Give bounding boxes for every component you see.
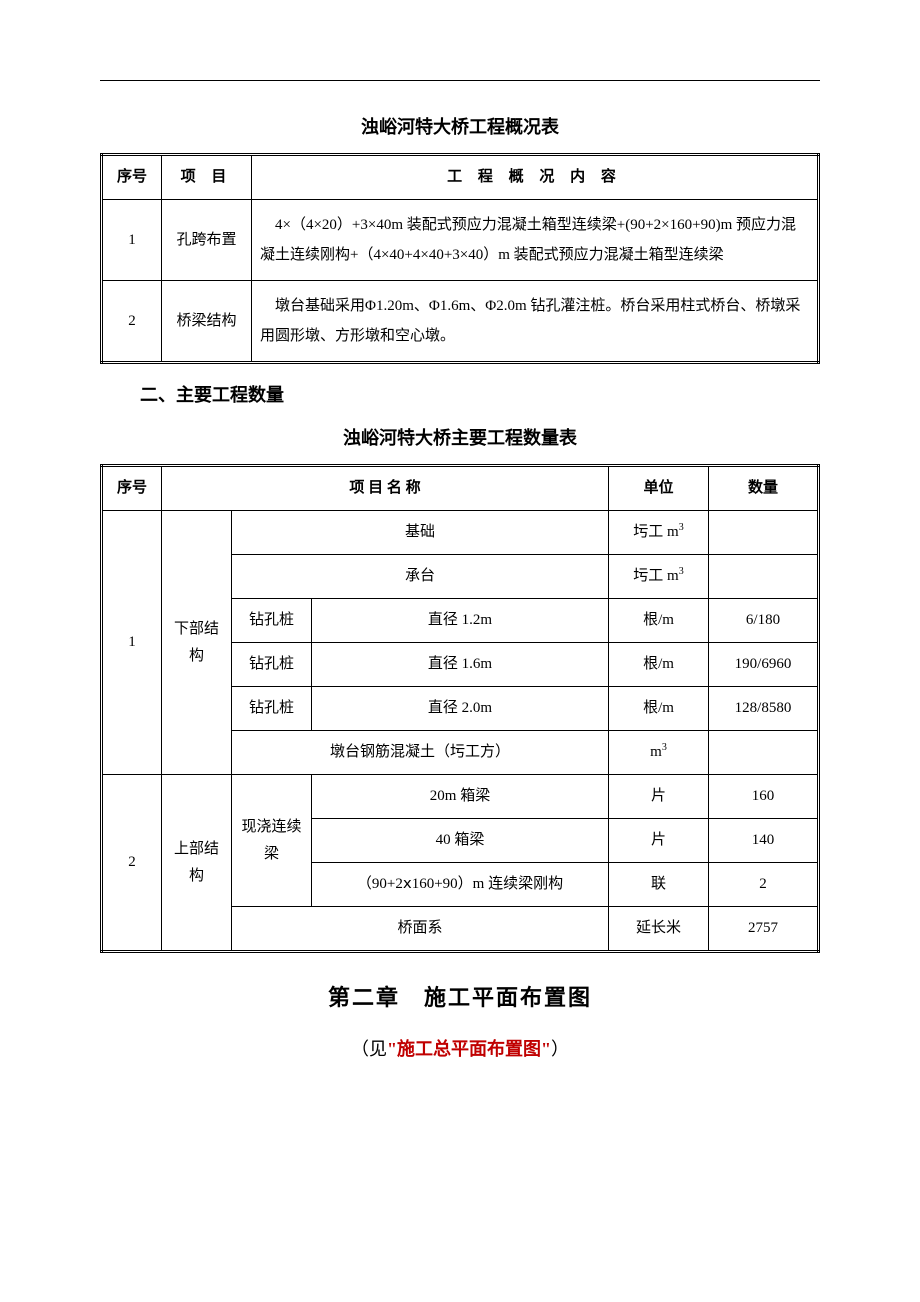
cell-sub1: 钻孔桩	[232, 599, 312, 643]
cell-qty: 6/180	[709, 599, 819, 643]
cell-sub1: 钻孔桩	[232, 687, 312, 731]
cell-unit: 圬工 m3	[609, 555, 709, 599]
th-item: 项 目	[162, 155, 252, 200]
cell-unit: 根/m	[609, 599, 709, 643]
cell-sub2: 直径 1.6m	[312, 643, 609, 687]
table2-title: 浊峪河特大桥主要工程数量表	[100, 422, 820, 454]
cell-item: 孔跨布置	[162, 200, 252, 281]
cell-qty: 2	[709, 863, 819, 907]
cell-qty	[709, 731, 819, 775]
th-seq: 序号	[102, 466, 162, 511]
cell-seq: 2	[102, 775, 162, 952]
cell-unit: 片	[609, 775, 709, 819]
cell-item: 桥梁结构	[162, 281, 252, 363]
top-divider	[100, 80, 820, 81]
table1-title: 浊峪河特大桥工程概况表	[100, 111, 820, 143]
cell-seq: 1	[102, 511, 162, 775]
cell-seq: 1	[102, 200, 162, 281]
cell-seq: 2	[102, 281, 162, 363]
table-row: 2 桥梁结构 墩台基础采用Φ1.20m、Φ1.6m、Φ2.0m 钻孔灌注桩。桥台…	[102, 281, 819, 363]
cell-sub: 承台	[232, 555, 609, 599]
cell-qty: 140	[709, 819, 819, 863]
cell-qty: 2757	[709, 907, 819, 952]
cell-sub2: 20m 箱梁	[312, 775, 609, 819]
table-row: 序号 项 目 工 程 概 况 内 容	[102, 155, 819, 200]
cell-qty: 128/8580	[709, 687, 819, 731]
sub-prefix: （见	[351, 1039, 387, 1059]
cell-content: 4×（4×20）+3×40m 装配式预应力混凝土箱型连续梁+(90+2×160+…	[252, 200, 819, 281]
table-row: 2 上部结构 现浇连续梁 20m 箱梁 片 160	[102, 775, 819, 819]
table-row: 1 孔跨布置 4×（4×20）+3×40m 装配式预应力混凝土箱型连续梁+(90…	[102, 200, 819, 281]
quantity-table: 序号 项 目 名 称 单位 数量 1 下部结构 基础 圬工 m3 承台 圬工 m…	[100, 464, 820, 953]
chapter-heading: 第二章 施工平面布置图	[100, 978, 820, 1018]
cell-unit: 联	[609, 863, 709, 907]
cell-sub2: （90+2ⅹ160+90）m 连续梁刚构	[312, 863, 609, 907]
sub-suffix: ）	[551, 1039, 569, 1059]
overview-table: 序号 项 目 工 程 概 况 内 容 1 孔跨布置 4×（4×20）+3×40m…	[100, 153, 820, 364]
th-unit: 单位	[609, 466, 709, 511]
th-content: 工 程 概 况 内 容	[252, 155, 819, 200]
cell-cat: 下部结构	[162, 511, 232, 775]
cell-sub2: 直径 1.2m	[312, 599, 609, 643]
cell-unit: 延长米	[609, 907, 709, 952]
sub-red: "施工总平面布置图"	[387, 1039, 551, 1059]
cell-qty: 160	[709, 775, 819, 819]
cell-qty: 190/6960	[709, 643, 819, 687]
cell-sub: 基础	[232, 511, 609, 555]
cell-qty	[709, 511, 819, 555]
chapter-sub: （见"施工总平面布置图"）	[100, 1033, 820, 1065]
cell-sub2: 直径 2.0m	[312, 687, 609, 731]
cell-qty	[709, 555, 819, 599]
cell-subcat: 现浇连续梁	[232, 775, 312, 907]
cell-sub: 墩台钢筋混凝土（圬工方）	[232, 731, 609, 775]
cell-unit: 根/m	[609, 643, 709, 687]
cell-unit: 片	[609, 819, 709, 863]
cell-sub2: 桥面系	[232, 907, 609, 952]
th-seq: 序号	[102, 155, 162, 200]
th-name: 项 目 名 称	[162, 466, 609, 511]
table-row: 序号 项 目 名 称 单位 数量	[102, 466, 819, 511]
cell-unit: m3	[609, 731, 709, 775]
th-qty: 数量	[709, 466, 819, 511]
cell-content: 墩台基础采用Φ1.20m、Φ1.6m、Φ2.0m 钻孔灌注桩。桥台采用柱式桥台、…	[252, 281, 819, 363]
cell-cat: 上部结构	[162, 775, 232, 952]
cell-unit: 根/m	[609, 687, 709, 731]
cell-sub2: 40 箱梁	[312, 819, 609, 863]
cell-unit: 圬工 m3	[609, 511, 709, 555]
table-row: 1 下部结构 基础 圬工 m3	[102, 511, 819, 555]
cell-sub1: 钻孔桩	[232, 643, 312, 687]
section-heading: 二、主要工程数量	[140, 379, 820, 411]
